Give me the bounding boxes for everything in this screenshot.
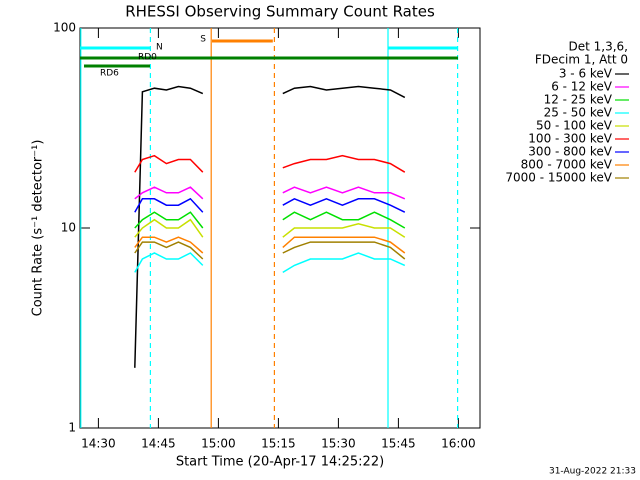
flag-label: RD6 [100,69,119,79]
legend-label: 3 - 6 keV [559,67,613,81]
legend-label: 300 - 800 keV [528,145,612,159]
legend-label: 6 - 12 keV [551,80,613,94]
legend-label: 800 - 7000 keV [521,158,613,172]
flag-label: RD0 [138,53,157,63]
x-tick-label: 15:15 [261,437,296,451]
y-axis-label: Count Rate (s⁻¹ detector⁻¹) [31,140,46,317]
footer-date: 31-Aug-2022 21:33 [549,467,636,477]
legend-label: 100 - 300 keV [528,132,612,146]
series-line [134,218,406,238]
y-tick-label: 100 [53,21,76,35]
x-axis-label: Start Time (20-Apr-17 14:25:22) [176,455,384,470]
legend-label: 7000 - 15000 keV [505,171,612,185]
x-tick-label: 15:00 [201,437,236,451]
series-line [134,241,406,260]
flag-label: S [200,35,206,45]
series-line [134,186,406,200]
series-line [134,85,406,368]
y-tick-label: 1 [68,421,76,435]
legend-label: 50 - 100 keV [536,119,613,133]
series-line [134,252,406,274]
legend-label: 12 - 25 keV [544,93,613,107]
series-line [134,197,406,213]
legend-header: Det 1,3,6, [569,40,629,54]
x-tick-label: 16:00 [441,437,476,451]
flag-label: N [156,43,163,53]
legend-header: FDecim 1, Att 0 [535,53,628,67]
x-tick-label: 15:45 [381,437,416,451]
series-line [134,154,406,173]
x-tick-label: 15:30 [321,437,356,451]
chart-title: RHESSI Observing Summary Count Rates [125,3,435,21]
legend-label: 25 - 50 keV [544,106,613,120]
y-tick-label: 10 [61,221,76,235]
plot-frame [79,27,481,429]
series-line [134,236,406,254]
series-line [134,211,406,229]
x-tick-label: 14:45 [141,437,176,451]
x-tick-label: 14:30 [81,437,116,451]
